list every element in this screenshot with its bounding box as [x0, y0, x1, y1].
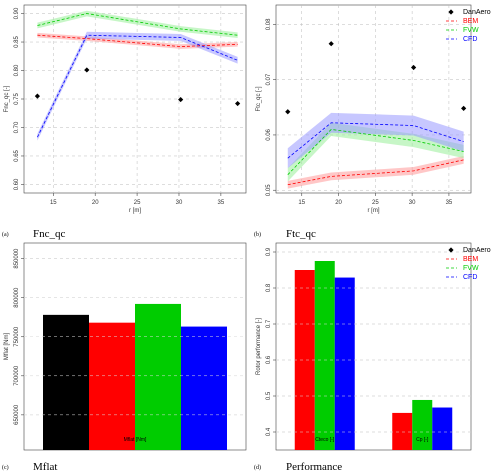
x-tick-label-a: 35	[218, 200, 225, 206]
legend-label-fvw-d: FVW	[463, 265, 479, 272]
caption-a-text: Fnc_qc	[33, 228, 66, 240]
x-tick-label-b: 30	[409, 200, 416, 206]
band-bem-b	[287, 155, 464, 189]
bar-category-label-d: Cp [-]	[416, 437, 429, 443]
y-tick-label-a: 0.85	[14, 36, 20, 48]
point-danaero-b	[411, 64, 417, 71]
point-danaero-a	[34, 93, 41, 99]
band-fvw-a	[37, 10, 238, 39]
bar-category-label-d: Cteco [-]	[315, 437, 335, 443]
y-tick-label-b: 0.06	[266, 128, 272, 140]
point-danaero-a	[235, 100, 241, 107]
x-axis-label-b: r [m]	[368, 208, 380, 214]
y-tick-label-b: 0.07	[266, 73, 272, 85]
caption-c-text: Mflat	[33, 461, 58, 473]
line-cfd-b	[287, 122, 464, 159]
line-cfd-a	[37, 34, 238, 138]
band-cfd-b	[287, 112, 464, 169]
y-axis-label-b: Ftc_qc [-]	[256, 86, 262, 111]
y-tick-label-d: 0.9	[266, 247, 272, 256]
line-fvw-a	[37, 13, 238, 36]
bar-cfd-c	[181, 326, 227, 450]
point-danaero-a	[84, 67, 90, 73]
legend-label-danaero-d: DanAero	[463, 247, 491, 254]
y-tick-label-c: 850000	[14, 248, 20, 269]
caption-b-text: Ftc_qc	[286, 228, 316, 240]
plot-frame-d	[275, 242, 472, 451]
bar-fvw-c	[135, 303, 181, 450]
y-tick-label-d: 0.6	[266, 355, 272, 364]
bar-cfd-d	[432, 407, 453, 450]
y-tick-label-d: 0.8	[266, 283, 272, 292]
y-tick-label-c: 750000	[14, 326, 20, 347]
bar-bem-d	[294, 270, 315, 450]
bar-fvw-d	[314, 261, 335, 450]
y-tick-label-b: 0.08	[266, 18, 272, 30]
x-tick-label-a: 25	[134, 200, 141, 206]
point-danaero-b	[328, 41, 334, 47]
y-axis-label-a: Fnc_qc [-]	[4, 85, 10, 112]
y-tick-label-a: 0.65	[14, 149, 20, 161]
y-tick-label-c: 650000	[14, 404, 20, 425]
legend-label-fvw-b: FVW	[463, 27, 479, 34]
caption-b-letter: (b)	[254, 232, 261, 238]
legend-label-cfd-d: CFD	[463, 274, 477, 281]
caption-d-letter: (d)	[254, 465, 261, 471]
x-tick-label-a: 20	[92, 200, 99, 206]
line-bem-a	[37, 34, 238, 47]
line-bem-b	[287, 159, 464, 186]
x-axis-label-a: r [m]	[129, 208, 141, 214]
point-danaero-b	[285, 109, 291, 115]
x-tick-label-b: 15	[298, 200, 305, 206]
bar-category-label-c: Mflat [Nm]	[124, 437, 147, 443]
bar-cfd-d	[334, 277, 355, 450]
legend-marker-danaero-d	[448, 247, 454, 253]
line-fvw-b	[287, 128, 464, 176]
x-tick-label-b: 20	[335, 200, 342, 206]
y-tick-label-b: 0.05	[266, 184, 272, 196]
point-danaero-b	[461, 105, 467, 111]
y-tick-label-a: 0.90	[14, 7, 20, 19]
legend-label-cfd-b: CFD	[463, 36, 477, 43]
legend-label-danaero-b: DanAero	[463, 9, 491, 16]
y-tick-label-a: 0.75	[14, 93, 20, 105]
point-danaero-a	[178, 96, 184, 103]
y-tick-label-d: 0.5	[266, 391, 272, 400]
x-tick-label-b: 35	[446, 200, 453, 206]
legend-label-bem-d: BEM	[463, 256, 478, 263]
caption-c-letter: (c)	[2, 465, 9, 471]
bar-bem-d	[392, 412, 413, 450]
y-tick-label-c: 700000	[14, 365, 20, 386]
x-tick-label-a: 30	[176, 200, 183, 206]
legend-label-bem-b: BEM	[463, 18, 478, 25]
x-tick-label-b: 25	[372, 200, 379, 206]
y-axis-label-d: Rotor performance [-]	[256, 318, 262, 375]
bar-danaero-c	[43, 314, 89, 450]
plot-frame-b	[275, 4, 472, 194]
x-tick-label-a: 15	[50, 200, 57, 206]
y-tick-label-a: 0.80	[14, 64, 20, 76]
y-tick-label-a: 0.70	[14, 121, 20, 133]
y-tick-label-d: 0.4	[266, 427, 272, 436]
bar-fvw-d	[412, 399, 433, 450]
y-tick-label-a: 0.60	[14, 178, 20, 190]
bar-bem-c	[89, 322, 135, 450]
y-axis-label-c: Mflat [Nm]	[4, 333, 10, 361]
y-tick-label-c: 800000	[14, 287, 20, 308]
legend-marker-danaero-b	[448, 9, 454, 15]
caption-d-text: Performance	[286, 461, 343, 473]
y-tick-label-d: 0.7	[266, 319, 272, 328]
caption-a-letter: (a)	[2, 232, 9, 238]
